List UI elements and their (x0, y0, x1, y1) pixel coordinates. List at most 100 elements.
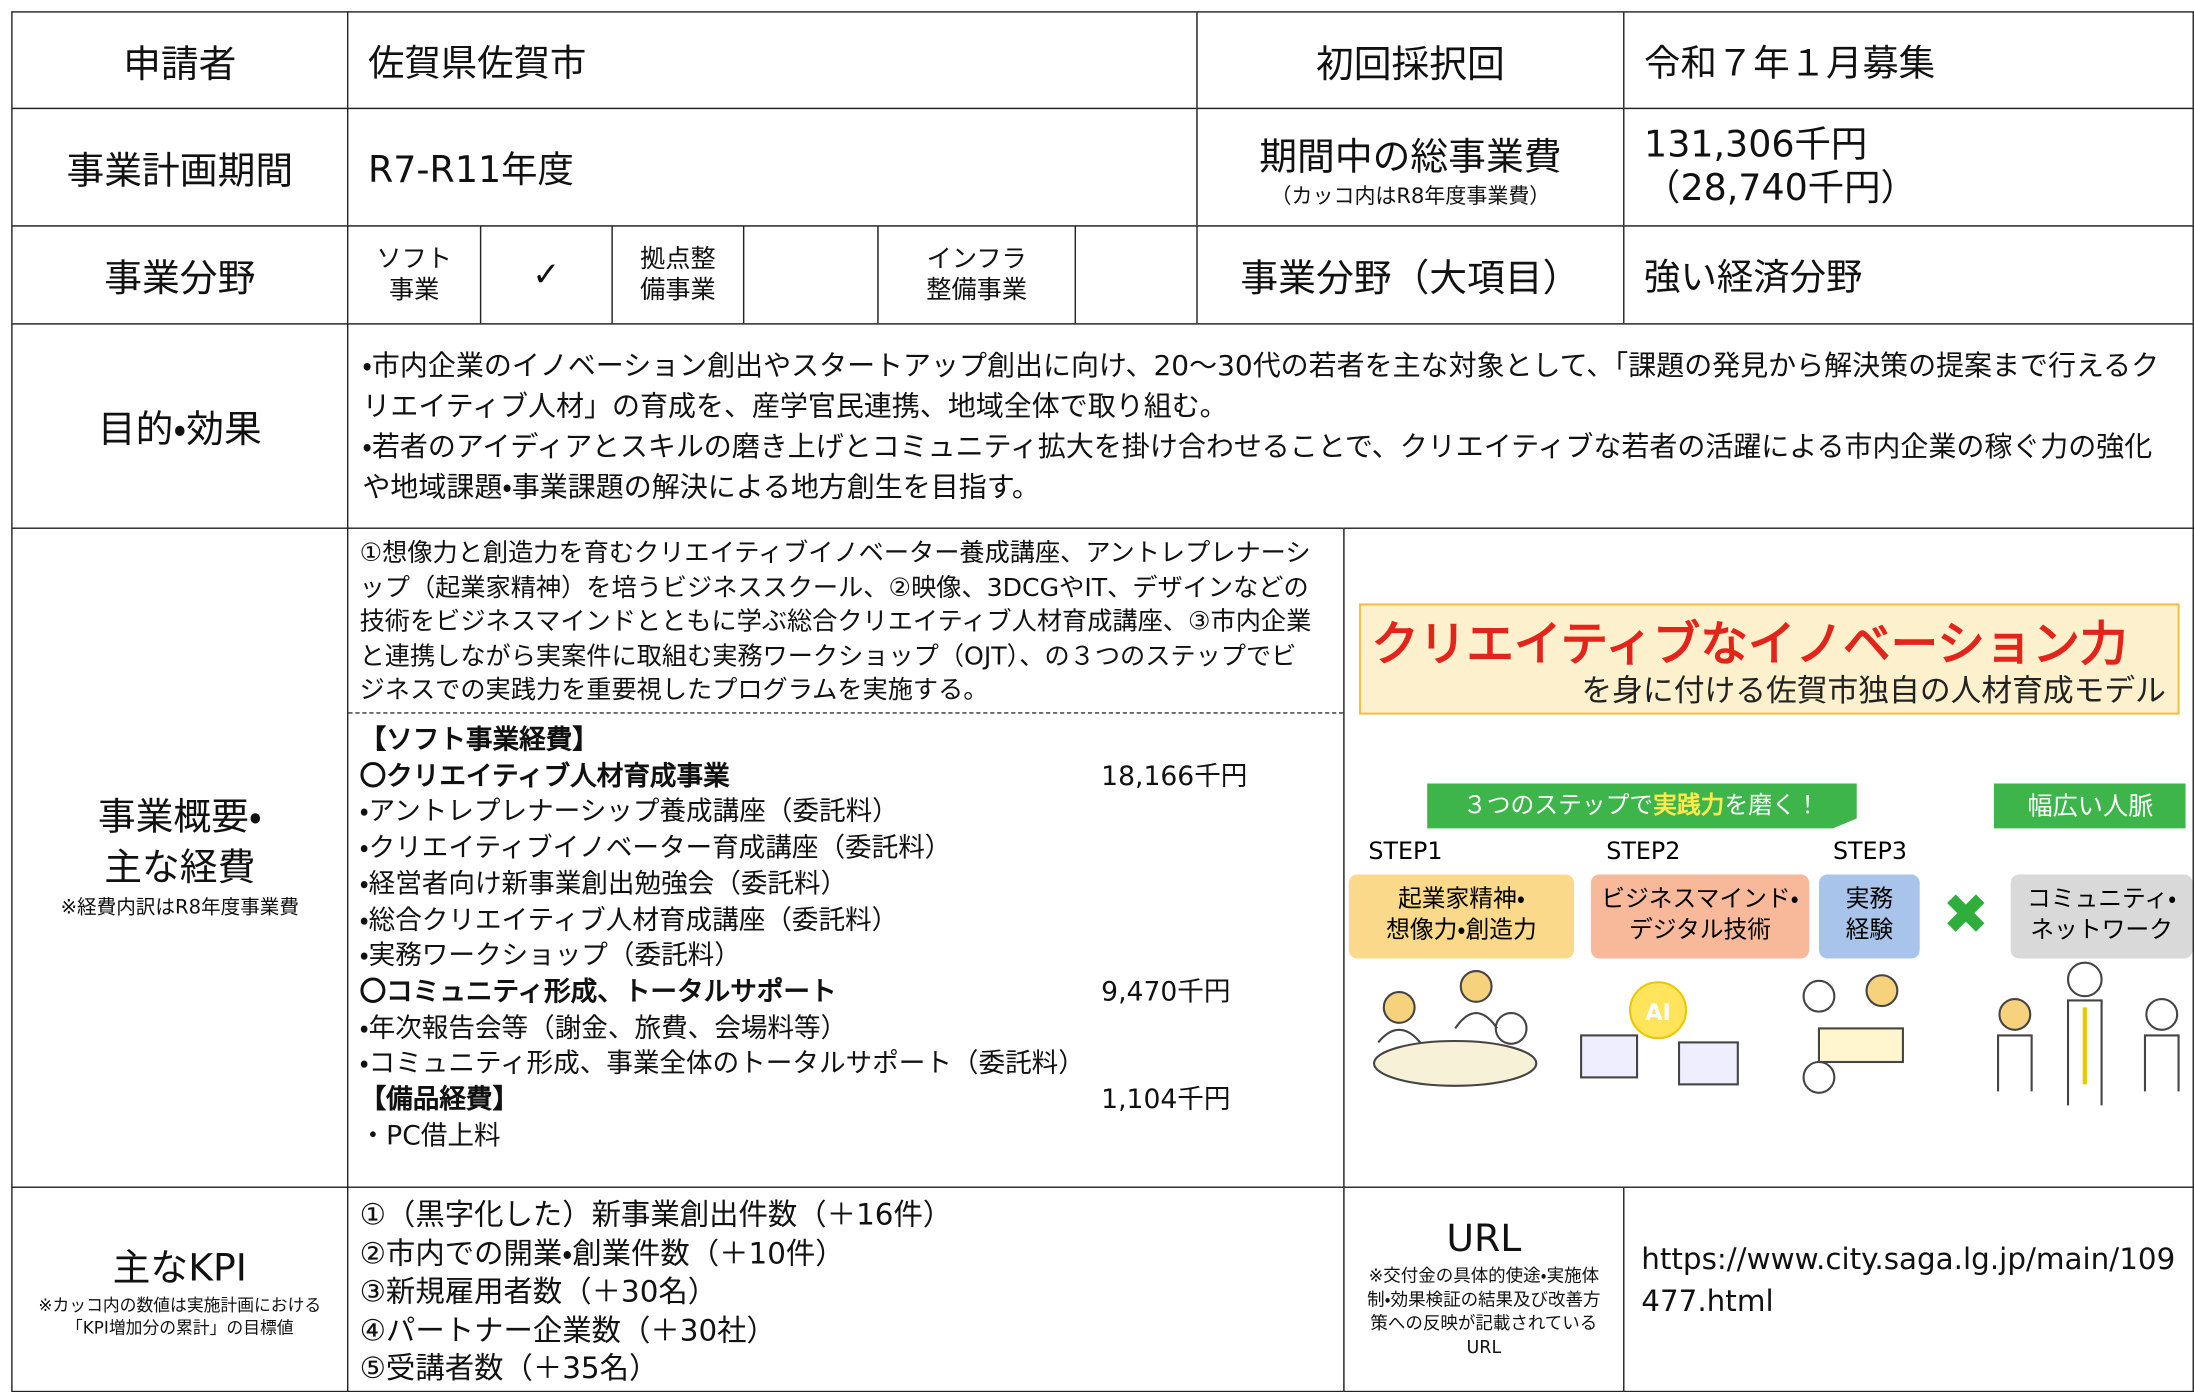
paragraph: ・市内企業のイノベーション創出やスタートアップ創出に向け、20～30代の若者を主… (362, 347, 2160, 422)
cost-text: ・経営者向け新事業創出勉強会（委託料） (359, 868, 848, 900)
step-box (1348, 874, 1575, 959)
purpose-cell: ・市内企業のイノベーション創出やスタートアップ創出に向け、20～30代の若者を主… (347, 323, 2194, 529)
cost-text: 〇コミュニティ形成、トータルサポート (359, 976, 837, 1008)
cost-list: 【ソフト事業経費】 〇クリエイティブ人材育成事業 18,166千円 ・アントレプレナー… (348, 714, 1343, 1165)
cost-text: ・PC借上料 (359, 1120, 501, 1152)
step-text-line: デジタル技術 (1629, 915, 1771, 943)
illustration (1372, 961, 2180, 1106)
option-label-cell: インフラ 整備事業 (877, 225, 1076, 325)
label: URL (1446, 1217, 1522, 1261)
value-cell: 令和７年１月募集 (1623, 11, 2194, 110)
community-line: コミュニティ・ (2027, 885, 2176, 913)
cost-amount: 9,470千円 (1101, 976, 1231, 1008)
label: 目的・効果 (97, 408, 262, 452)
cost-text: ・年次報告会等（謝金、旅費、会場料等） (359, 1012, 848, 1044)
kpi-item: ①（黒字化した）新事業創出件数（＋16件） (359, 1197, 953, 1232)
field-options: ソフト 事業 ✓ 拠点整 備事業 インフラ 整備事業 (347, 225, 1200, 325)
cost-line: ・PC借上料 (360, 1119, 1332, 1155)
kpi-item: ④パートナー企業数（＋30社） (359, 1313, 776, 1347)
label-cell: 事業分野（大項目） (1196, 225, 1625, 325)
url[interactable]: https://www.city.saga.lg.jp/main/109477.… (1641, 1241, 2176, 1318)
paragraph: ・若者のアイディアとスキルの磨き上げとコミュニティ拡大を掛け合わせることで、クリ… (362, 428, 2153, 504)
banner (1427, 783, 1857, 829)
label: 事業分野 (104, 257, 256, 301)
step-text: 起業家精神・想像力・創造力 (1386, 885, 1537, 944)
figure: クリエイティブなイノベーション力 を身に付ける佐賀市独自の人材育成モデル ３つの… (1348, 603, 2193, 1106)
step-text: ビジネスマインド・デジタル技術 (1601, 885, 1799, 944)
cost-line: 【備品経費】 1,104千円 (360, 1083, 1332, 1119)
value: R7-R11年度 (367, 149, 574, 192)
kpi-item: ②市内での開業・創業件数（＋10件） (359, 1236, 845, 1270)
banner-text: ３つのステップで実践力を磨く！ (1463, 791, 1819, 819)
label: 事業概要・ 主な経費 (97, 796, 262, 890)
kpi-item: ⑤受講者数（＋35名） (359, 1351, 659, 1386)
step-name: STEP2 (1606, 837, 1680, 865)
step-box (1590, 874, 1810, 959)
title-box (1358, 603, 2180, 715)
overview-cell: ①想像力と創造力を育むクリエイティブイノベーター養成講座、アントレプレナーシップ… (347, 527, 1345, 1188)
option-label-cell: ソフト 事業 (347, 225, 482, 325)
label-cell: 目的・効果 (11, 323, 349, 529)
cost-line: ・コミュニティ形成、事業全体のトータルサポート（委託料） (360, 1047, 1332, 1083)
step-text-line: 経験 (1846, 915, 1894, 943)
cost-text: 【ソフト事業経費】 (359, 724, 599, 756)
cost-text: 〇クリエイティブ人材育成事業 (359, 760, 730, 792)
cost-text: ・実務ワークショップ（委託料） (359, 940, 741, 972)
kpi-cell: ①（黒字化した）新事業創出件数（＋16件） ②市内での開業・創業件数（＋10件） ③… (347, 1186, 1345, 1392)
value: 131,306千円 （28,740千円） (1644, 123, 1917, 210)
label-cell: 期間中の総事業費 （カッコ内はR8年度事業費） (1196, 107, 1625, 227)
banner-part: を磨く！ (1724, 791, 1819, 819)
note: ※経費内訳はR8年度事業費 (60, 896, 299, 920)
cost-text: ・総合クリエイティブ人材育成講座（委託料） (359, 904, 899, 936)
cost-line: 〇クリエイティブ人材育成事業 18,166千円 (360, 759, 1332, 795)
community-text: コミュニティ・ネットワーク (2027, 885, 2176, 944)
figure-subtitle: を身に付ける佐賀市独自の人材育成モデル (1581, 673, 2166, 709)
figure-title: クリエイティブなイノベーション力 (1371, 617, 2127, 672)
value-cell: 強い経済分野 (1623, 225, 2194, 325)
note: （カッコ内はR8年度事業費） (1270, 182, 1551, 208)
value-cell: 佐賀県佐賀市 (347, 11, 1198, 110)
cost-line: 〇コミュニティ形成、トータルサポート 9,470千円 (360, 975, 1332, 1011)
cost-line: 【ソフト事業経費】 (360, 723, 1332, 759)
value: 佐賀県佐賀市 (367, 42, 587, 85)
cost-line: ・総合クリエイティブ人材育成講座（委託料） (360, 903, 1332, 939)
label-cell: URL ※交付金の具体的使途・実施体制・効果検証の結果及び改善方策への反映が記載さ… (1343, 1186, 1625, 1392)
step-box (1818, 874, 1920, 959)
label: 主なKPI (112, 1246, 247, 1291)
step-text-line: ビジネスマインド・ (1601, 885, 1799, 913)
value-cell: R7-R11年度 (347, 107, 1198, 227)
cost-text: 【備品経費】 (359, 1084, 520, 1116)
network-banner (1993, 783, 2186, 829)
note: ※交付金の具体的使途・実施体制・効果検証の結果及び改善方策への反映が記載されてい… (1367, 1264, 1601, 1358)
value: 令和７年１月募集 (1644, 42, 1936, 85)
kpi-item: ③新規雇用者数（＋30名） (359, 1274, 718, 1309)
label-cell: 事業概要・ 主な経費 ※経費内訳はR8年度事業費 (11, 527, 349, 1188)
cost-line: ・実務ワークショップ（委託料） (360, 939, 1332, 975)
label: 初回採択回 (1315, 42, 1505, 87)
cross: ✖ (1942, 882, 1989, 947)
step-name: STEP1 (1368, 837, 1442, 865)
option-check-cell (742, 225, 879, 325)
option-check-cell (1074, 225, 1200, 325)
label-cell: 申請者 (11, 11, 349, 110)
label-cell: 主なKPI ※カッコ内の数値は実施計画における「KPI増加分の累計」の目標値 (11, 1186, 349, 1392)
banner-part: ３つのステップで (1463, 791, 1653, 819)
check-mark: ✓ (532, 254, 561, 294)
step-text-line: 起業家精神・ (1398, 885, 1525, 913)
community-line: ネットワーク (2030, 915, 2173, 943)
cost-amount: 18,166千円 (1101, 760, 1248, 792)
label: 事業計画期間 (66, 149, 294, 194)
value-cell: 131,306千円 （28,740千円） (1623, 107, 2194, 227)
value: 強い経済分野 (1644, 257, 1863, 300)
description: ①想像力と創造力を育むクリエイティブイノベーター養成講座、アントレプレナーシップ… (348, 529, 1344, 714)
option-label: 拠点整 備事業 (640, 244, 716, 305)
ai-label: AI (1645, 1000, 1671, 1026)
label: 事業分野（大項目） (1240, 257, 1581, 301)
banner-part: 実践力 (1653, 791, 1724, 819)
community-box (2010, 874, 2193, 959)
option-label: インフラ 整備事業 (926, 244, 1028, 305)
cost-line: ・クリエイティブイノベーター育成講座（委託料） (360, 831, 1332, 867)
cost-amount: 1,104千円 (1101, 1084, 1231, 1116)
